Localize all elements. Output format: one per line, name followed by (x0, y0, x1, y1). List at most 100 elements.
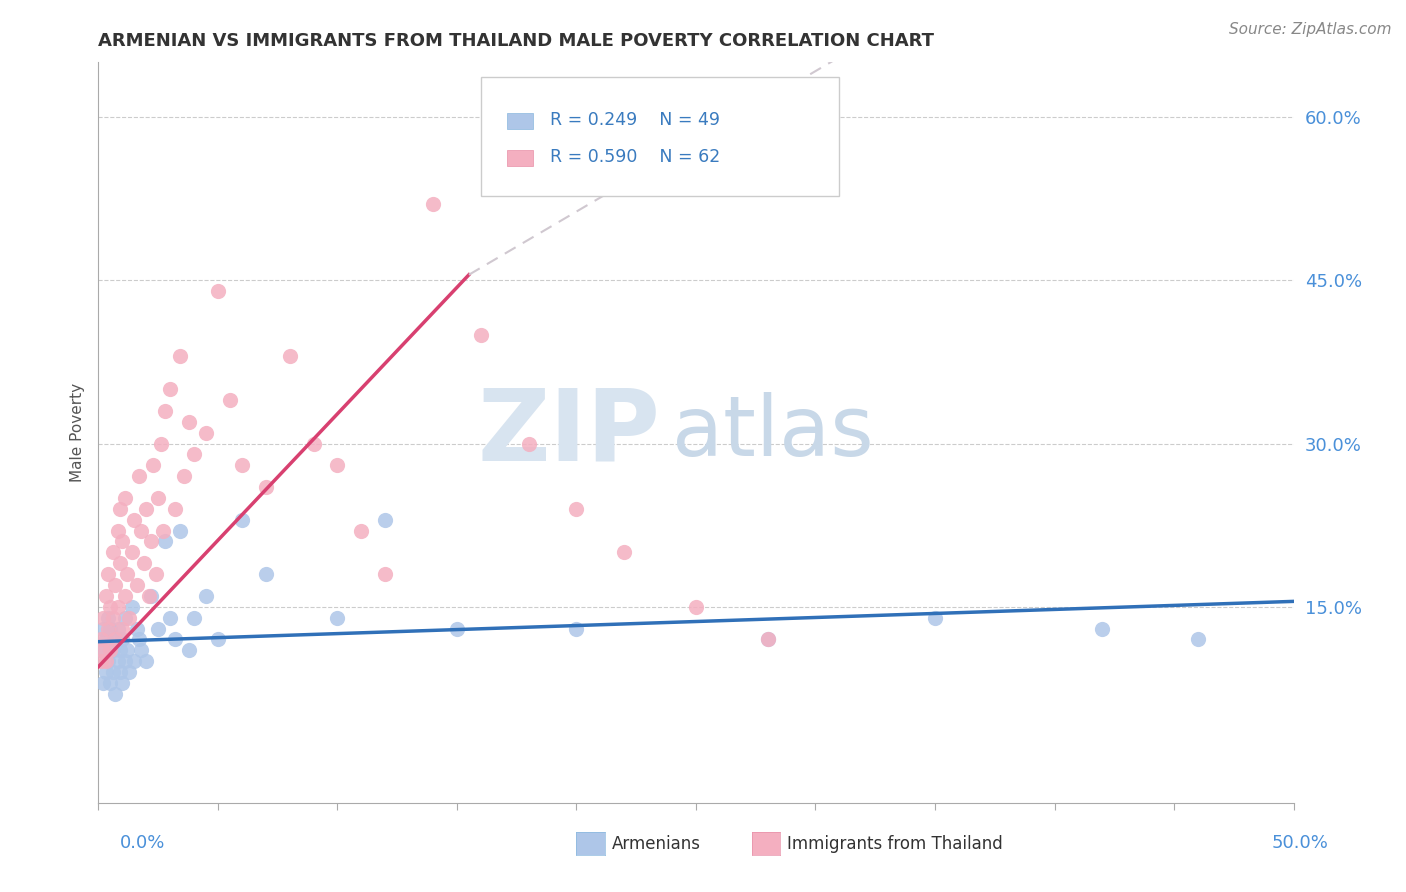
Point (118, 611, 141, 625)
Point (101, 643, 124, 657)
Text: ARMENIAN VS IMMIGRANTS FROM THAILAND MALE POVERTY CORRELATION CHART: ARMENIAN VS IMMIGRANTS FROM THAILAND MAL… (98, 32, 935, 50)
Point (97, 611, 120, 625)
Point (108, 643, 131, 657)
Point (104, 687, 127, 701)
Point (114, 491, 136, 505)
Point (94, 632, 117, 647)
Point (98, 622, 122, 636)
Point (159, 382, 181, 396)
Point (115, 567, 138, 582)
Point (155, 534, 177, 549)
Point (118, 665, 141, 680)
Point (195, 589, 218, 603)
Point (155, 404, 177, 418)
Point (131, 643, 153, 657)
Point (114, 611, 136, 625)
Y-axis label: Male Poverty: Male Poverty (69, 383, 84, 483)
Point (254, 567, 277, 582)
Text: Source: ZipAtlas.com: Source: ZipAtlas.com (1229, 22, 1392, 37)
Point (108, 556, 131, 570)
Point (97, 654, 120, 668)
Point (278, 350, 301, 364)
Point (139, 589, 162, 603)
Point (91, 622, 114, 636)
Point (97, 622, 120, 636)
Point (128, 632, 150, 647)
Point (114, 589, 136, 603)
Point (254, 480, 277, 494)
Point (517, 436, 540, 450)
Point (326, 611, 349, 625)
FancyBboxPatch shape (481, 78, 839, 195)
Point (135, 501, 157, 516)
Point (90, 654, 112, 668)
Point (121, 545, 143, 559)
Point (91, 611, 114, 625)
Point (613, 545, 636, 559)
Point (125, 578, 148, 592)
Point (145, 567, 167, 582)
Point (94, 654, 117, 668)
Point (107, 654, 129, 668)
Point (924, 611, 946, 625)
Point (231, 458, 253, 473)
Point (219, 392, 242, 407)
Point (163, 632, 186, 647)
Point (91, 676, 114, 690)
Text: atlas: atlas (672, 392, 873, 473)
Point (374, 567, 396, 582)
Text: Armenians: Armenians (612, 835, 700, 853)
Point (422, 197, 444, 211)
Point (149, 436, 172, 450)
Point (108, 665, 131, 680)
Point (104, 578, 127, 592)
Point (98, 643, 122, 657)
Point (470, 327, 492, 342)
Point (91, 643, 114, 657)
Point (169, 524, 191, 538)
Point (125, 622, 148, 636)
Point (179, 643, 201, 657)
Point (94, 589, 117, 603)
Point (179, 415, 201, 429)
Point (114, 654, 136, 668)
Point (111, 622, 134, 636)
Point (148, 491, 170, 505)
Text: 50.0%: 50.0% (1272, 834, 1329, 852)
Point (124, 654, 146, 668)
Text: Immigrants from Thailand: Immigrants from Thailand (787, 835, 1002, 853)
Point (195, 425, 218, 440)
Text: 0.0%: 0.0% (120, 834, 165, 852)
Point (128, 469, 150, 483)
Point (326, 458, 349, 473)
Point (183, 447, 205, 461)
Point (90, 632, 112, 647)
Point (565, 622, 588, 636)
Point (111, 534, 134, 549)
Point (374, 513, 396, 527)
Point (565, 501, 588, 516)
Point (98, 599, 122, 614)
Point (124, 513, 146, 527)
Point (104, 632, 127, 647)
Point (148, 622, 170, 636)
Point (107, 599, 129, 614)
Point (101, 545, 124, 559)
Point (1187, 632, 1209, 647)
Point (231, 513, 253, 527)
Point (111, 676, 134, 690)
Point (207, 632, 229, 647)
Text: R = 0.590    N = 62: R = 0.590 N = 62 (550, 148, 720, 166)
Point (111, 632, 134, 647)
Point (97, 567, 120, 582)
Point (101, 665, 124, 680)
Point (159, 611, 181, 625)
Point (163, 501, 186, 516)
Point (183, 611, 205, 625)
Point (139, 534, 162, 549)
Point (98, 676, 122, 690)
Point (94, 665, 117, 680)
Point (207, 284, 229, 298)
Point (138, 589, 160, 603)
FancyBboxPatch shape (508, 112, 533, 129)
